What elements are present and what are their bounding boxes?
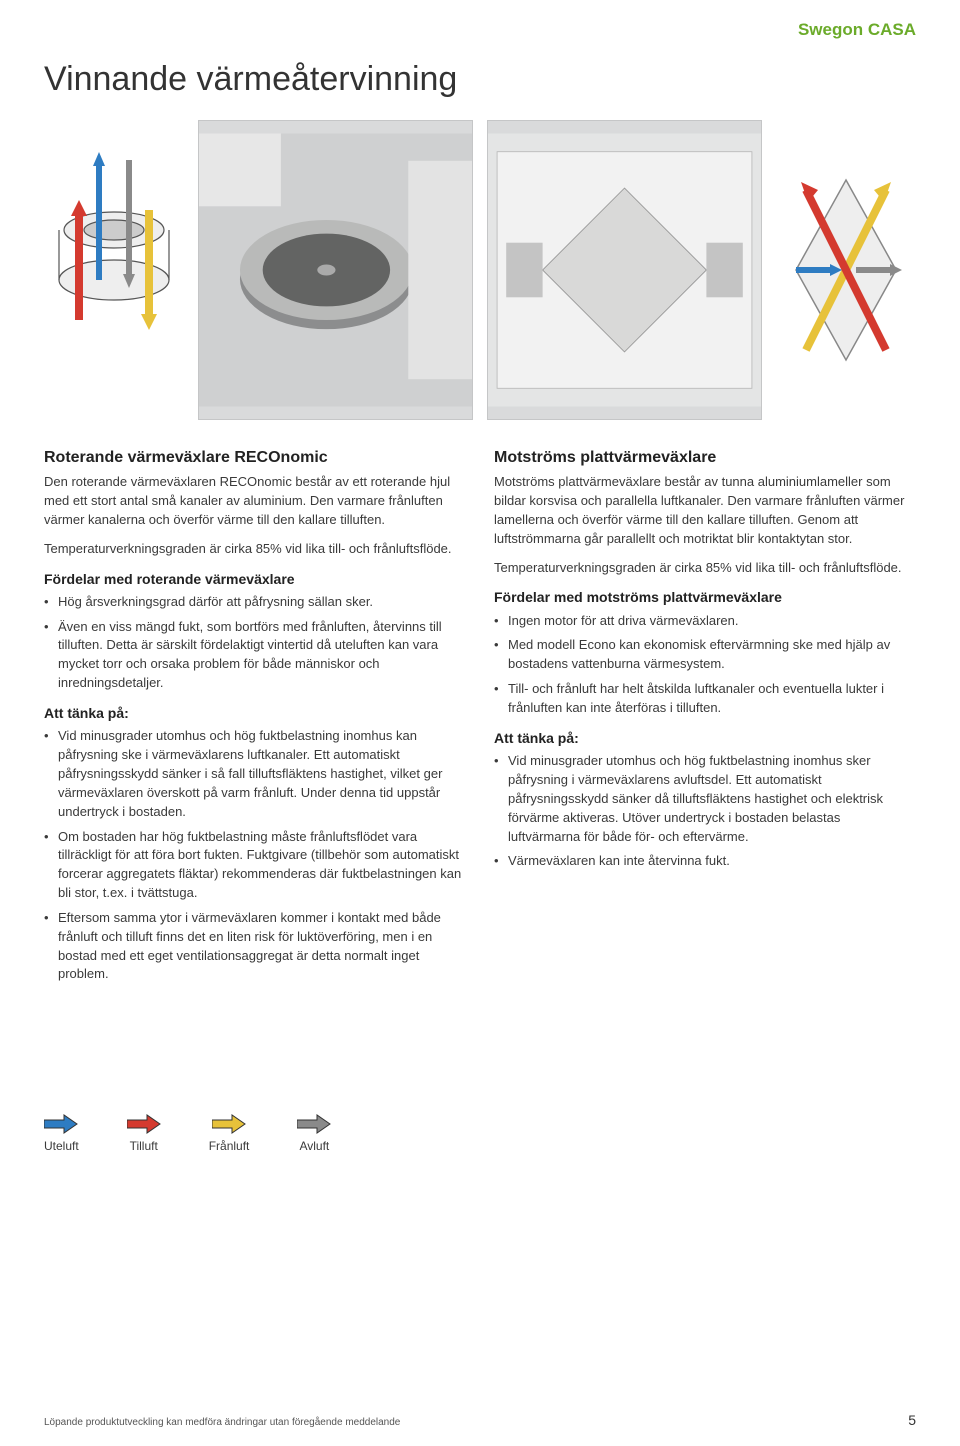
arrow-icon — [212, 1114, 246, 1134]
legend-label: Tilluft — [130, 1138, 158, 1155]
right-p2: Temperaturverkningsgraden är cirka 85% v… — [494, 559, 916, 578]
left-p1: Den roterande värmeväxlaren RECOnomic be… — [44, 473, 466, 530]
rotary-diagram — [44, 120, 184, 420]
plate-diagram — [776, 120, 916, 420]
list-item: Med modell Econo kan ekonomisk eftervärm… — [494, 636, 916, 674]
legend-avluft: Avluft — [297, 1114, 331, 1155]
left-p2: Temperaturverkningsgraden är cirka 85% v… — [44, 540, 466, 559]
right-bullets-1: Ingen motor för att driva värmeväxlaren.… — [494, 612, 916, 718]
legend-tilluft: Tilluft — [127, 1114, 161, 1155]
page-title: Vinnande värmeåtervinning — [44, 55, 916, 104]
list-item: Vid minusgrader utomhus och hög fuktbela… — [494, 752, 916, 846]
rotary-photo — [198, 120, 473, 420]
page-footer: Löpande produktutveckling kan medföra än… — [44, 1410, 916, 1430]
legend: Uteluft Tilluft Frånluft Avluft — [44, 1114, 916, 1155]
list-item: Eftersom samma ytor i värmeväxlaren komm… — [44, 909, 466, 984]
brand-label: Swegon CASA — [44, 18, 916, 43]
list-item: Hög årsverkningsgrad därför att påfrysni… — [44, 593, 466, 612]
right-bullets-2: Vid minusgrader utomhus och hög fuktbela… — [494, 752, 916, 871]
plate-photo — [487, 120, 762, 420]
list-item: Även en viss mängd fukt, som bortförs me… — [44, 618, 466, 693]
left-bullets-1: Hög årsverkningsgrad därför att påfrysni… — [44, 593, 466, 693]
legend-franluft: Frånluft — [209, 1114, 250, 1155]
list-item: Om bostaden har hög fuktbelastning måste… — [44, 828, 466, 903]
arrow-icon — [127, 1114, 161, 1134]
right-heading: Motströms plattvärmeväxlare — [494, 446, 916, 469]
left-sub1: Fördelar med roterande värmeväxlare — [44, 569, 466, 589]
arrow-icon — [297, 1114, 331, 1134]
legend-label: Frånluft — [209, 1138, 250, 1155]
legend-label: Avluft — [299, 1138, 329, 1155]
left-column: Roterande värmeväxlare RECOnomic Den rot… — [44, 446, 466, 994]
right-sub1: Fördelar med motströms plattvärmeväxlare — [494, 587, 916, 607]
footer-note: Löpande produktutveckling kan medföra än… — [44, 1416, 400, 1431]
legend-uteluft: Uteluft — [44, 1114, 79, 1155]
right-sub2: Att tänka på: — [494, 728, 916, 748]
left-heading: Roterande värmeväxlare RECOnomic — [44, 446, 466, 469]
list-item: Ingen motor för att driva värmeväxlaren. — [494, 612, 916, 631]
page-number: 5 — [908, 1410, 916, 1430]
list-item: Vid minusgrader utomhus och hög fuktbela… — [44, 727, 466, 821]
arrow-icon — [44, 1114, 78, 1134]
content-columns: Roterande värmeväxlare RECOnomic Den rot… — [44, 446, 916, 994]
hero-row — [44, 120, 916, 420]
left-sub2: Att tänka på: — [44, 703, 466, 723]
list-item: Till- och frånluft har helt åtskilda luf… — [494, 680, 916, 718]
left-bullets-2: Vid minusgrader utomhus och hög fuktbela… — [44, 727, 466, 984]
right-p1: Motströms plattvärmeväxlare består av tu… — [494, 473, 916, 548]
right-column: Motströms plattvärmeväxlare Motströms pl… — [494, 446, 916, 994]
list-item: Värmeväxlaren kan inte återvinna fukt. — [494, 852, 916, 871]
legend-label: Uteluft — [44, 1138, 79, 1155]
